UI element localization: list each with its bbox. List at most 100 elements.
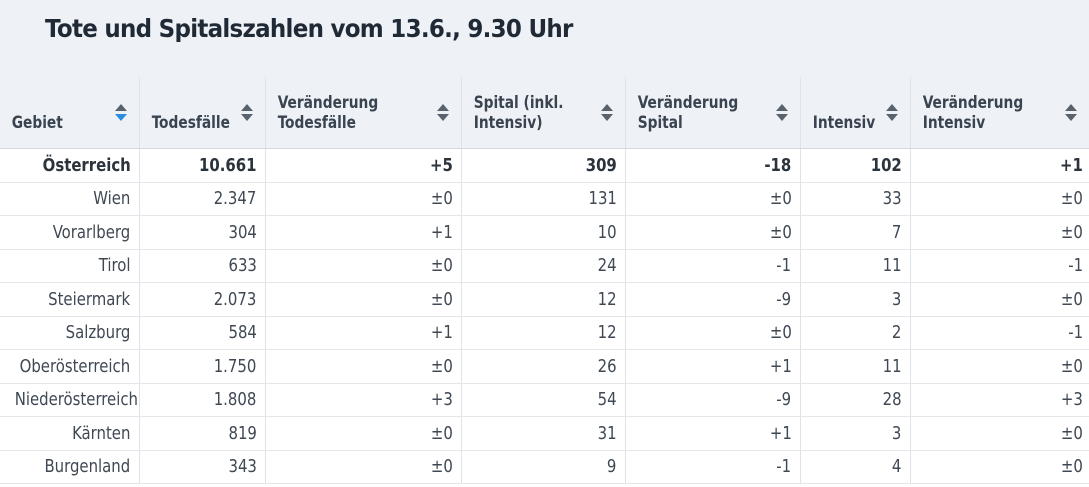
table-cell-veraenderung-spital: ±0 [625, 316, 801, 350]
page-title: Tote und Spitalszahlen vom 13.6., 9.30 U… [45, 14, 573, 43]
table-cell-veraenderung-intensiv: ±0 [910, 282, 1089, 317]
cell-value: 26 [597, 355, 617, 377]
table-row-total: Österreich 10.661 +5 309 -18 102 +1 [0, 148, 1089, 183]
table-cell-veraenderung-spital: +1 [625, 349, 801, 384]
column-header-label-line1: Todesfälle [151, 113, 230, 133]
cell-value: 10.661 [199, 154, 257, 176]
table-cell-veraenderung-todesfaelle: ±0 [265, 182, 462, 216]
sort-icon[interactable] [1065, 104, 1077, 122]
cell-value: +1 [769, 355, 792, 377]
column-header-todesfaelle[interactable]: Todesfälle [139, 77, 266, 149]
table-cell-veraenderung-spital: -1 [625, 450, 801, 484]
column-header-label: Todesfälle [140, 113, 253, 148]
cell-value: 4 [892, 456, 902, 478]
table-cell-veraenderung-todesfaelle: +3 [265, 383, 462, 417]
cell-value: ±0 [430, 288, 453, 310]
cell-value: 343 [228, 456, 257, 478]
column-header-spital[interactable]: Spital (inkl. Intensiv) [461, 77, 626, 149]
sort-down-arrow-icon [240, 114, 253, 121]
table-cell-intensiv: 4 [800, 450, 911, 484]
column-header-intensiv[interactable]: Intensiv [800, 77, 911, 149]
sort-up-arrow-icon [1065, 104, 1077, 111]
column-header-gebiet[interactable]: Gebiet [0, 77, 140, 149]
cell-value: ±0 [1061, 188, 1083, 210]
cell-value: 24 [597, 255, 617, 277]
table-cell-veraenderung-intensiv: ±0 [910, 215, 1089, 250]
sort-icon[interactable] [885, 104, 898, 122]
table-cell-veraenderung-spital: +1 [625, 416, 801, 451]
table-cell-gebiet: Vorarlberg [0, 215, 140, 250]
sort-icon[interactable] [436, 104, 449, 122]
table-cell-todesfaelle: 1.750 [139, 349, 266, 384]
cell-value: 102 [870, 154, 902, 176]
cell-value: Salzburg [65, 322, 131, 344]
cell-value: ±0 [769, 221, 792, 243]
table-cell-veraenderung-intensiv: ±0 [910, 349, 1089, 384]
table-header-row: Gebiet Todesfälle Veränderung Todesfälle Spi… [0, 77, 1089, 149]
cell-value: 304 [228, 221, 257, 243]
cell-value: ±0 [1061, 288, 1083, 310]
column-header-veraenderung-todesfaelle[interactable]: Veränderung Todesfälle [265, 77, 462, 149]
cell-value: 819 [228, 422, 257, 444]
table-cell-intensiv: 3 [800, 416, 911, 451]
cell-value: 131 [588, 188, 617, 210]
table-cell-veraenderung-spital: ±0 [625, 215, 801, 250]
table-cell-intensiv: 3 [800, 282, 911, 317]
table-cell-gebiet: Tirol [0, 249, 140, 283]
cell-value: Vorarlberg [53, 221, 131, 243]
table-cell-spital: 54 [461, 383, 626, 417]
table-cell-veraenderung-todesfaelle: ±0 [265, 282, 462, 317]
table-cell-veraenderung-todesfaelle: ±0 [265, 249, 462, 283]
cell-value: 2 [892, 322, 902, 344]
column-header-label-line1: Intensiv [812, 113, 875, 133]
cell-value: ±0 [430, 188, 453, 210]
column-header-veraenderung-spital[interactable]: Veränderung Spital [625, 77, 801, 149]
cell-value: 633 [228, 255, 257, 277]
table-cell-veraenderung-spital: -1 [625, 249, 801, 283]
cell-value: +1 [769, 422, 792, 444]
sort-icon[interactable] [114, 104, 127, 122]
cell-value: 2.347 [213, 188, 257, 210]
table-cell-spital: 31 [461, 416, 626, 451]
table-cell-veraenderung-todesfaelle: +1 [265, 215, 462, 250]
cell-value: +5 [429, 154, 453, 176]
column-header-veraenderung-intensiv[interactable]: Veränderung Intensiv [910, 77, 1089, 149]
column-header-label-line1: Veränderung [637, 93, 738, 113]
table-cell-todesfaelle: 343 [139, 450, 266, 484]
sort-down-arrow-icon [1065, 114, 1077, 121]
cell-value: 11 [882, 355, 902, 377]
cell-value: 2.073 [213, 288, 257, 310]
table-cell-todesfaelle: 819 [139, 416, 266, 451]
sort-down-arrow-icon [775, 114, 788, 121]
cell-value: ±0 [769, 322, 792, 344]
table-cell-veraenderung-intensiv: ±0 [910, 416, 1089, 451]
cell-value: ±0 [430, 355, 453, 377]
cell-value: 54 [597, 389, 617, 411]
cell-value: 28 [882, 389, 902, 411]
cell-value: 3 [892, 288, 902, 310]
column-header-label-line1: Veränderung [922, 93, 1023, 113]
table-cell-veraenderung-todesfaelle: ±0 [265, 349, 462, 384]
column-header-label: Gebiet [0, 113, 125, 148]
table-cell-veraenderung-todesfaelle: +1 [265, 316, 462, 350]
sort-up-arrow-icon [885, 104, 898, 111]
table-cell-intensiv: 102 [800, 148, 911, 183]
table-cell-spital: 26 [461, 349, 626, 384]
cell-value: 31 [597, 422, 617, 444]
sort-icon[interactable] [600, 104, 613, 122]
column-header-label-line1: Veränderung [277, 93, 378, 113]
cell-value: 9 [607, 456, 617, 478]
cell-value: +3 [430, 389, 453, 411]
sort-down-arrow-icon [885, 114, 898, 121]
table-cell-gebiet: Oberösterreich [0, 349, 140, 384]
sort-icon[interactable] [775, 104, 788, 122]
table-cell-intensiv: 2 [800, 316, 911, 350]
table-cell-veraenderung-todesfaelle: ±0 [265, 416, 462, 451]
table-cell-todesfaelle: 2.347 [139, 182, 266, 216]
table-cell-veraenderung-intensiv: -1 [910, 249, 1089, 283]
table-cell-intensiv: 11 [800, 349, 911, 384]
table-cell-spital: 9 [461, 450, 626, 484]
table-row: Wien 2.347 ±0 131 ±0 33 ±0 [0, 182, 1089, 216]
sort-icon[interactable] [240, 104, 253, 122]
cell-value: ±0 [430, 255, 453, 277]
